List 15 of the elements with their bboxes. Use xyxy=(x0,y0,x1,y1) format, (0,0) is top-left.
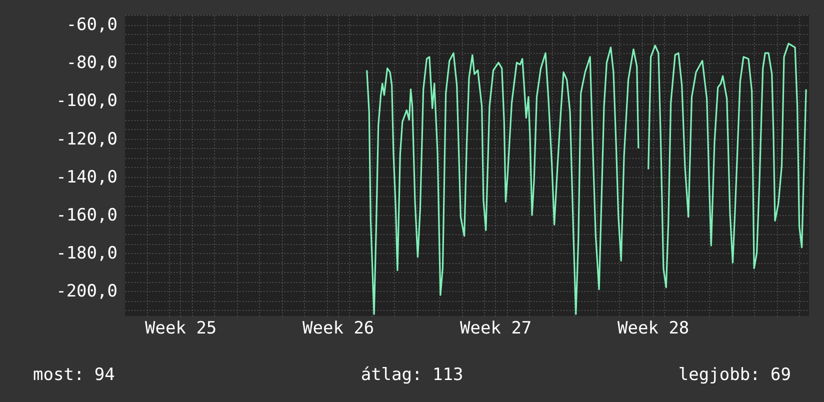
x-tick-label: Week 25 xyxy=(145,318,217,338)
y-tick-label: -180,0 xyxy=(56,244,118,264)
y-tick-label: -160,0 xyxy=(56,206,118,226)
y-tick-label: -80,0 xyxy=(66,53,118,74)
text: most: 94 xyxy=(33,365,115,385)
text: átlag: 113 xyxy=(360,365,464,385)
y-tick-label: -140,0 xyxy=(56,167,118,188)
y-tick-label: -100,0 xyxy=(56,91,118,112)
x-tick-label: Week 26 xyxy=(302,318,374,338)
text: legjobb: 69 xyxy=(678,365,791,385)
y-tick-label: -120,0 xyxy=(56,129,118,150)
x-tick-label: Week 27 xyxy=(460,318,532,338)
y-tick-label: -200,0 xyxy=(56,282,118,302)
x-tick-label: Week 28 xyxy=(618,318,690,338)
y-tick-label: -60,0 xyxy=(66,15,118,36)
